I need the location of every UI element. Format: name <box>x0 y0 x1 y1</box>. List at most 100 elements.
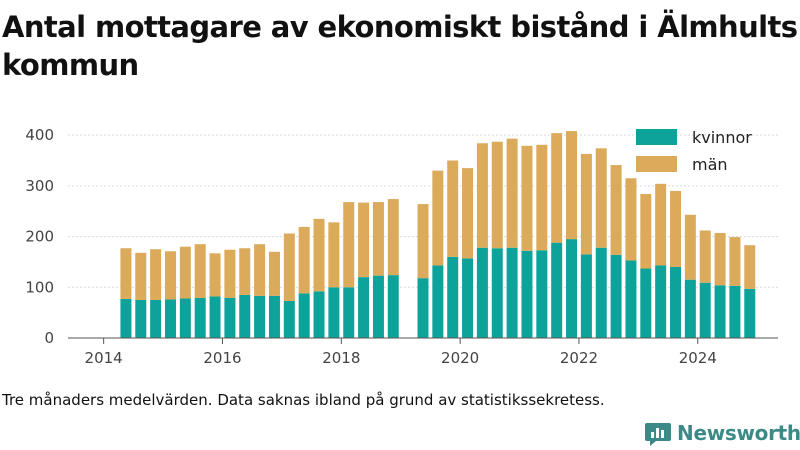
bar-män <box>655 183 667 266</box>
bar-kvinnor <box>447 256 459 338</box>
bar-kvinnor <box>491 248 503 338</box>
bar-kvinnor <box>714 285 726 338</box>
bar-män <box>536 144 548 251</box>
bar-män <box>714 233 726 286</box>
chart-caption: Tre månaders medelvärden. Data saknas ib… <box>2 391 605 409</box>
bar-kvinnor <box>625 260 637 338</box>
bar-kvinnor <box>476 247 488 338</box>
bar-kvinnor <box>358 277 370 338</box>
bar-kvinnor <box>150 299 162 338</box>
x-tick-label: 2018 <box>322 349 360 367</box>
bar-kvinnor <box>580 254 592 338</box>
bar-kvinnor <box>298 293 310 338</box>
bar-män <box>566 131 578 240</box>
bar-kvinnor <box>328 287 340 338</box>
bar-män <box>372 202 384 276</box>
bar-män <box>283 233 295 301</box>
bar-män <box>729 237 741 286</box>
bar-män <box>491 141 503 249</box>
bar-män <box>298 226 310 294</box>
bar-kvinnor <box>224 297 236 338</box>
bar-män <box>625 178 637 261</box>
bar-män <box>120 248 132 299</box>
bar-kvinnor <box>551 242 563 338</box>
bar-män <box>462 168 474 259</box>
bar-män <box>506 138 518 248</box>
bar-kvinnor <box>521 250 533 338</box>
bar-kvinnor <box>254 295 266 338</box>
bar-män <box>432 170 444 266</box>
bar-kvinnor <box>655 265 667 338</box>
y-axis-labels: 0 100 200 300 400 <box>25 126 54 347</box>
x-axis: 2014 2016 2018 2020 2022 2024 <box>68 337 778 367</box>
bar-män <box>224 249 236 298</box>
bar-kvinnor <box>595 247 607 338</box>
bar-män <box>135 252 147 300</box>
bar-kvinnor <box>313 291 325 338</box>
bar-chart-speech-bubble-icon <box>645 423 671 446</box>
bar-män <box>670 190 682 267</box>
legend: kvinnor män <box>636 128 752 174</box>
bar-kvinnor <box>372 275 384 338</box>
bar-kvinnor <box>640 268 652 338</box>
bar-män <box>164 251 176 300</box>
y-tick-label: 400 <box>25 126 54 144</box>
bar-kvinnor <box>744 288 756 338</box>
bar-män <box>744 245 756 289</box>
legend-label-män: män <box>692 155 728 174</box>
bar-män <box>239 248 251 295</box>
bar-kvinnor <box>610 254 622 338</box>
bar-män <box>328 222 340 288</box>
bar-män <box>343 202 355 288</box>
bar-kvinnor <box>536 250 548 338</box>
y-tick-label: 200 <box>25 228 54 246</box>
bar-män <box>387 199 399 276</box>
bar-män <box>684 214 696 280</box>
bar-män <box>640 193 652 269</box>
bar-kvinnor <box>417 278 429 338</box>
brand-logo: Newsworthy <box>645 419 800 447</box>
bar-män <box>150 249 162 300</box>
x-tick-label: 2022 <box>560 349 598 367</box>
bar-män <box>551 133 563 243</box>
bar-män <box>521 145 533 251</box>
bar-kvinnor <box>506 247 518 338</box>
bar-kvinnor <box>268 295 280 338</box>
bar-kvinnor <box>194 297 206 338</box>
bar-kvinnor <box>120 298 132 338</box>
y-tick-label: 100 <box>25 278 54 296</box>
bar-män <box>179 246 191 299</box>
y-tick-label: 300 <box>25 177 54 195</box>
bar-kvinnor <box>670 267 682 338</box>
bar-män <box>447 160 459 257</box>
x-tick-label: 2014 <box>85 349 123 367</box>
bar-män <box>209 253 221 297</box>
chart-title: Antal mottagare av ekonomiskt bistånd i … <box>2 10 798 82</box>
bar-män <box>699 230 711 283</box>
brand-name: Newsworthy <box>677 421 800 445</box>
bar-kvinnor <box>239 294 251 338</box>
bar-kvinnor <box>566 239 578 338</box>
bar-män <box>610 165 622 255</box>
bar-män <box>358 202 370 278</box>
bar-män <box>580 153 592 255</box>
bar-kvinnor <box>179 298 191 338</box>
bar-män <box>313 218 325 292</box>
bar-män <box>254 244 266 296</box>
legend-swatch-kvinnor <box>636 129 677 145</box>
bar-män <box>268 251 280 296</box>
bar-kvinnor <box>387 275 399 338</box>
bar-kvinnor <box>729 285 741 338</box>
bar-män <box>194 244 206 298</box>
bars <box>120 131 756 338</box>
y-tick-label: 0 <box>44 329 54 347</box>
bar-kvinnor <box>135 299 147 338</box>
bar-kvinnor <box>283 300 295 338</box>
x-tick-label: 2020 <box>441 349 479 367</box>
bar-kvinnor <box>462 258 474 338</box>
legend-label-kvinnor: kvinnor <box>692 128 752 147</box>
bar-kvinnor <box>343 287 355 338</box>
bar-kvinnor <box>699 282 711 338</box>
bar-män <box>476 143 488 248</box>
x-tick-label: 2016 <box>203 349 241 367</box>
